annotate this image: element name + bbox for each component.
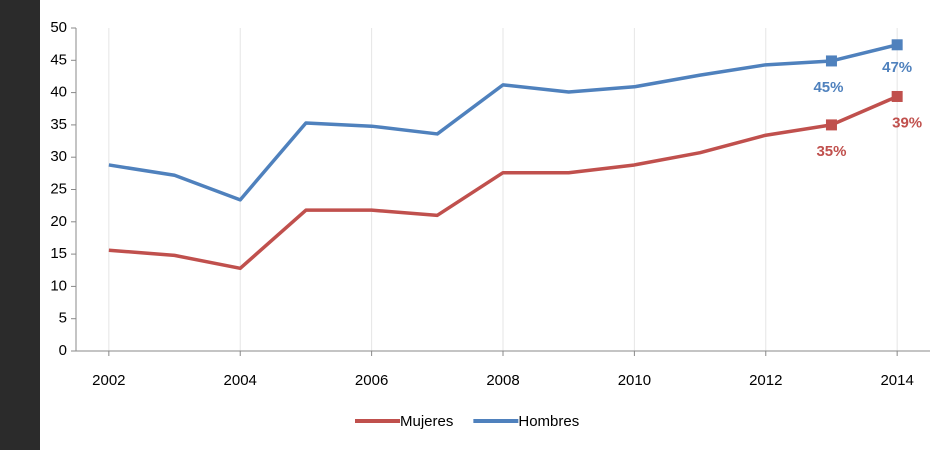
x-tick-label: 2006 — [355, 372, 388, 389]
y-tick-label: 20 — [50, 213, 67, 230]
y-tick-label: 35 — [50, 116, 67, 133]
y-tick-label: 10 — [50, 277, 67, 294]
data-label: 45% — [813, 79, 843, 96]
y-tick-label: 15 — [50, 245, 67, 262]
y-tick-label: 0 — [59, 342, 67, 359]
y-tick-label: 30 — [50, 148, 67, 165]
legend-label: Mujeres — [400, 413, 453, 430]
series-line — [108, 43, 898, 202]
x-tick-label: 2010 — [618, 372, 651, 389]
data-label: 35% — [816, 143, 846, 160]
x-tick-label: 2012 — [749, 372, 782, 389]
data-label: 47% — [882, 59, 912, 76]
point-marker — [825, 119, 837, 131]
x-tick-label: 2002 — [92, 372, 125, 389]
y-tick-label: 40 — [50, 84, 67, 101]
x-tick-label: 2014 — [880, 372, 913, 389]
y-tick-label: 25 — [50, 180, 67, 197]
x-tick-label: 2004 — [224, 372, 257, 389]
point-marker — [825, 55, 837, 67]
point-marker — [891, 90, 903, 102]
x-tick-label: 2008 — [486, 372, 519, 389]
point-marker — [891, 39, 903, 51]
series-line — [108, 94, 898, 271]
y-tick-label: 45 — [50, 51, 67, 68]
chart-panel — [40, 0, 951, 450]
y-tick-label: 5 — [59, 310, 67, 327]
legend-label: Hombres — [518, 413, 579, 430]
y-tick-label: 50 — [50, 19, 67, 36]
data-label: 39% — [892, 114, 922, 131]
